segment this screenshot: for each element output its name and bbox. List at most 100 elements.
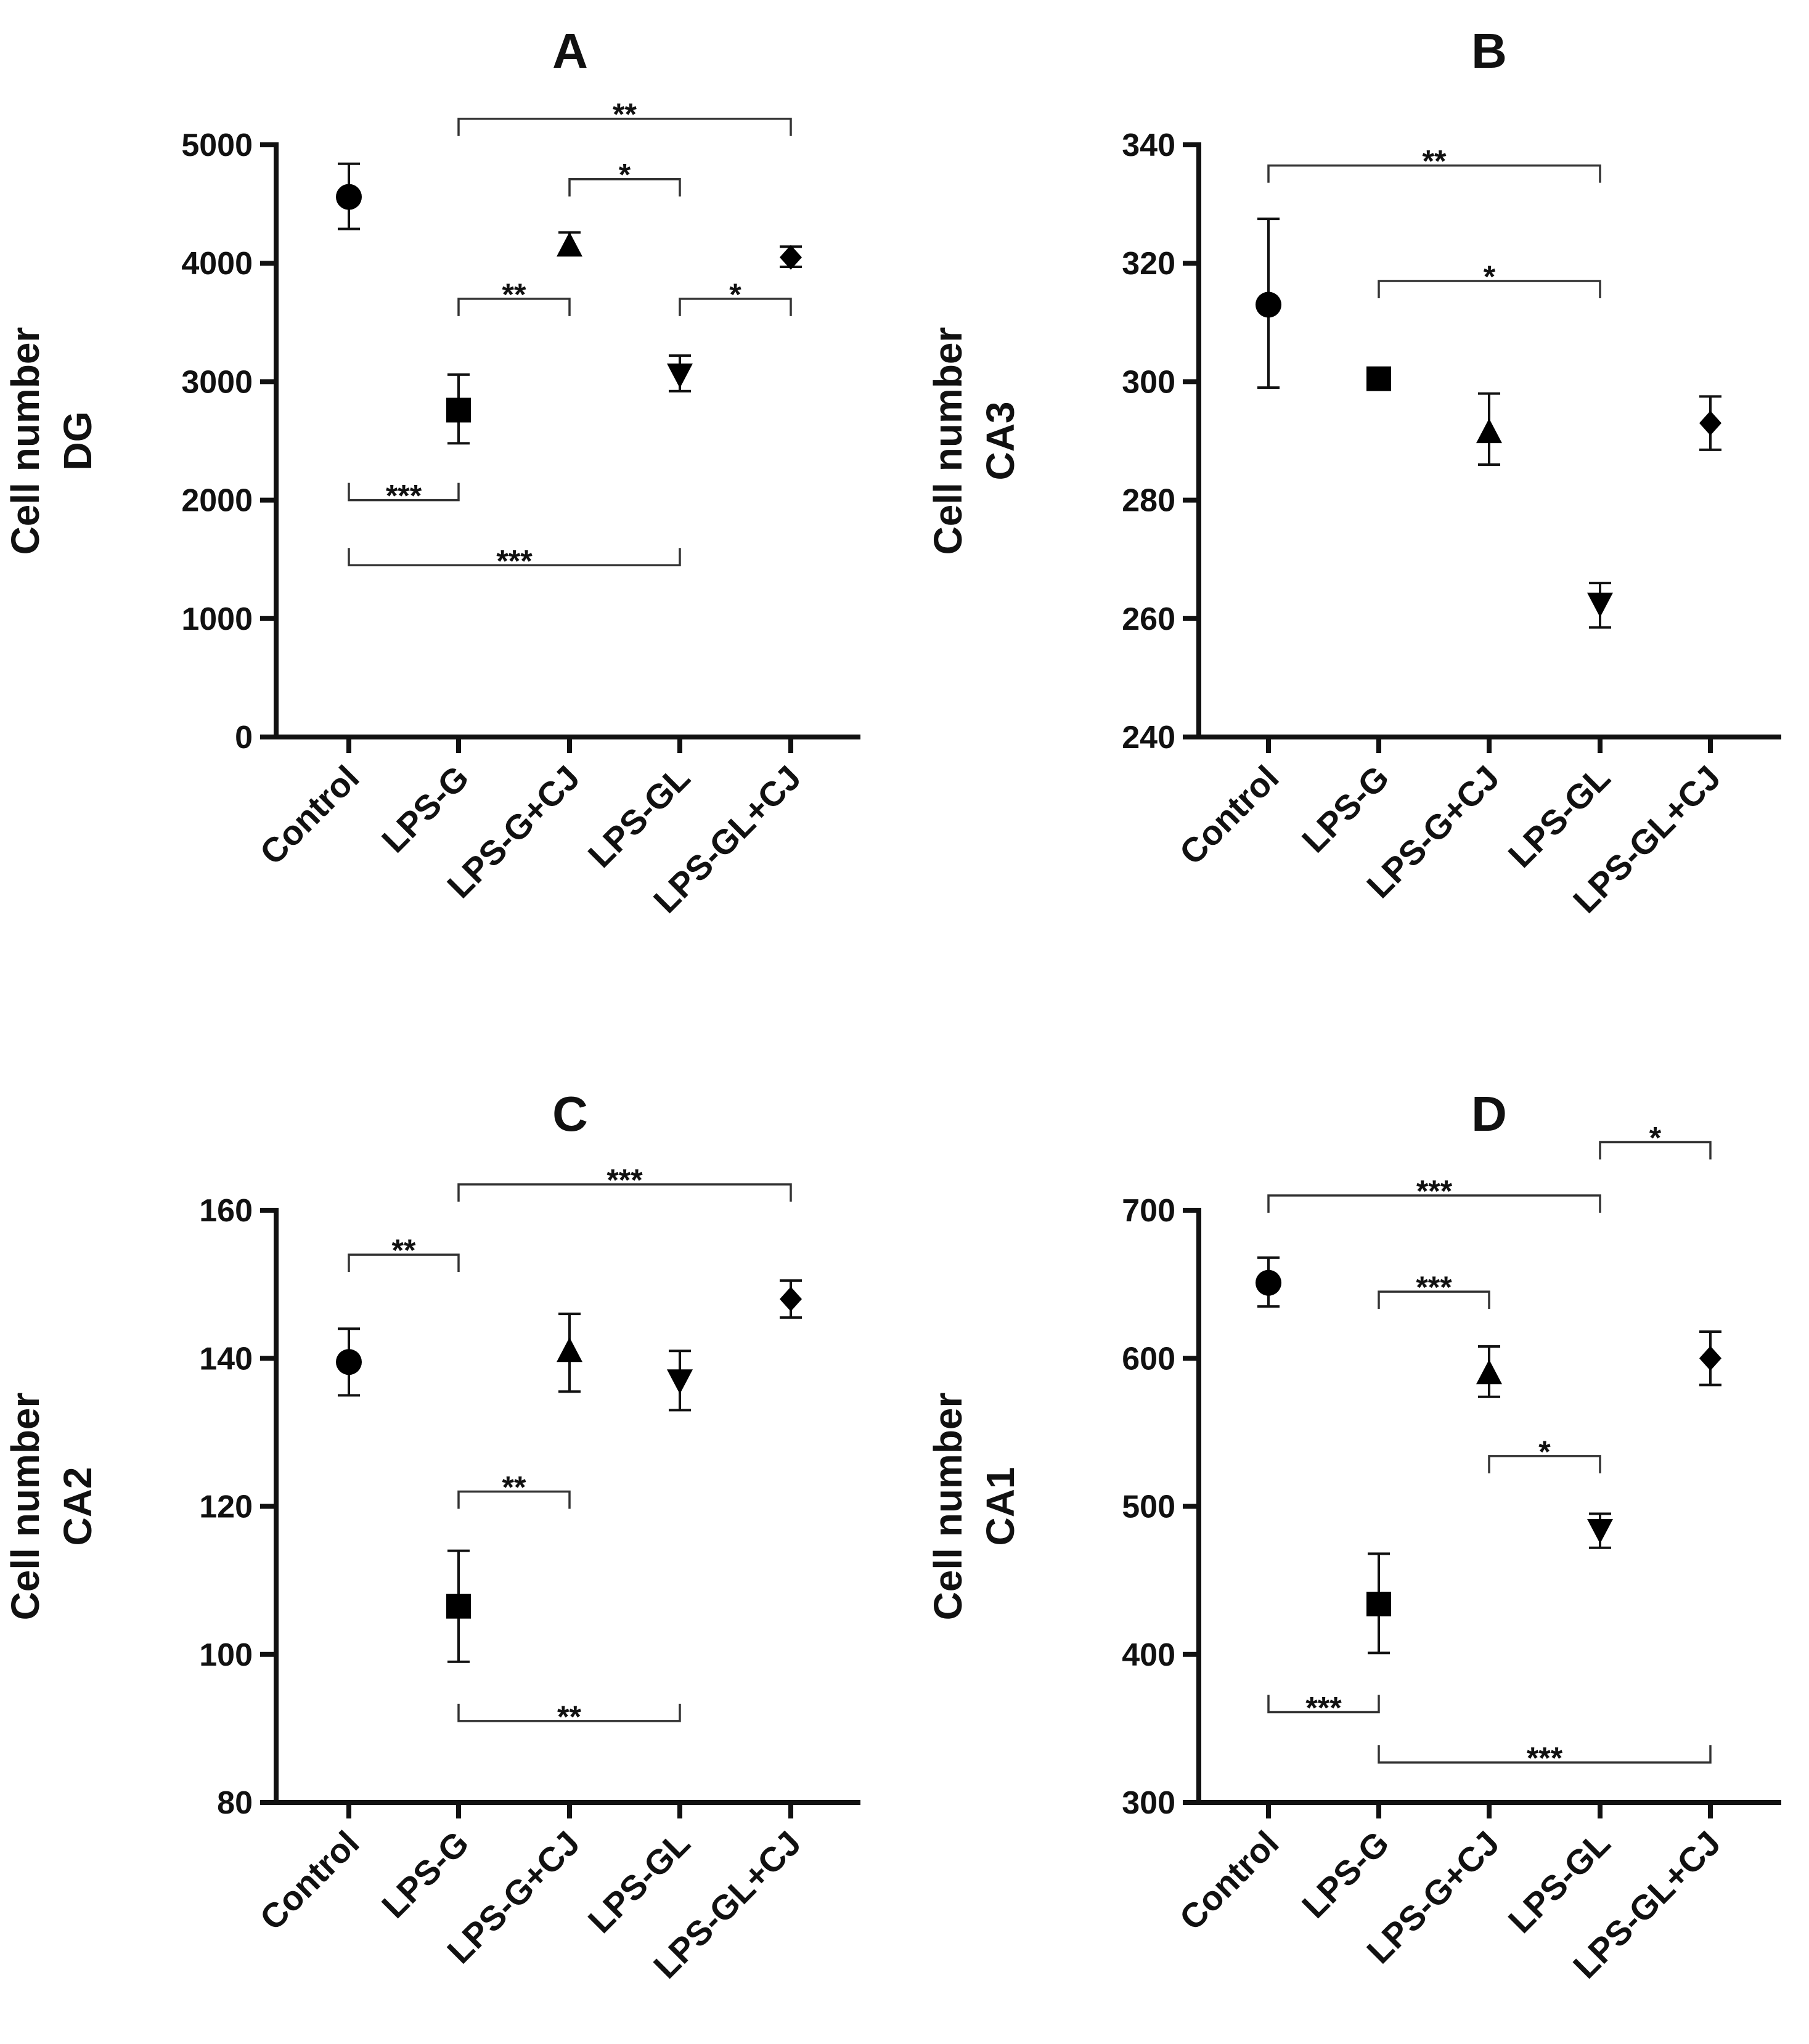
data-point-lps-gl xyxy=(1587,582,1613,629)
bracket-line xyxy=(457,1183,792,1202)
panel-title: A xyxy=(552,23,588,78)
significance-bracket: *** xyxy=(348,544,681,578)
marker-diamond xyxy=(780,245,802,270)
significance-label: *** xyxy=(496,544,533,578)
marker-triangle-down xyxy=(667,1369,693,1395)
marker-triangle-down xyxy=(667,363,693,388)
panel-title: C xyxy=(552,1086,588,1141)
bracket-line xyxy=(1378,280,1601,299)
panel-title: D xyxy=(1471,1086,1507,1141)
bracket-line xyxy=(457,298,571,316)
y-tick-label: 5000 xyxy=(181,128,253,163)
bracket-line xyxy=(1599,1141,1712,1160)
significance-label: *** xyxy=(1416,1270,1452,1305)
x-tick-label: Control xyxy=(1172,1823,1286,1937)
significance-label: *** xyxy=(386,479,422,513)
significance-label: ** xyxy=(502,277,526,312)
significance-label: * xyxy=(1484,259,1496,294)
significance-bracket: *** xyxy=(1267,1174,1601,1213)
marker-triangle-up xyxy=(557,232,582,257)
data-point-lps-gl xyxy=(1587,1512,1613,1549)
bracket-line xyxy=(568,177,681,197)
significance-bracket: * xyxy=(1378,259,1601,299)
significance-bracket: ** xyxy=(457,1700,681,1734)
bracket-line xyxy=(1378,1290,1490,1309)
x-tick-label: LPS-G xyxy=(1294,1823,1397,1926)
y-tick-label: 100 xyxy=(199,1637,253,1673)
marker-triangle-up xyxy=(1476,1359,1502,1385)
data-point-lps-g-cj xyxy=(557,231,582,257)
y-tick-label: 340 xyxy=(1122,128,1175,163)
y-axis-title: Cell number xyxy=(926,1393,970,1621)
data-point-lps-g xyxy=(446,373,471,445)
data-point-lps-gl-cj xyxy=(780,1279,802,1319)
significance-label: ** xyxy=(392,1233,416,1268)
significance-bracket: ** xyxy=(1267,144,1601,183)
y-tick-label: 1000 xyxy=(181,601,253,637)
marker-circle xyxy=(336,184,362,210)
bracket-line xyxy=(348,482,460,502)
y-tick-label: 80 xyxy=(217,1785,253,1821)
marker-circle xyxy=(336,1349,362,1375)
significance-label: *** xyxy=(1416,1174,1453,1208)
significance-label: *** xyxy=(1305,1690,1342,1725)
y-tick-label: 400 xyxy=(1122,1637,1175,1673)
data-point-lps-g xyxy=(1366,366,1391,391)
significance-bracket: ** xyxy=(348,1233,460,1272)
marker-square xyxy=(446,397,471,423)
data-point-control xyxy=(336,162,362,230)
bracket-line xyxy=(1378,1745,1712,1764)
x-tick-label: LPS-GL xyxy=(1501,758,1618,875)
y-tick-label: 0 xyxy=(235,720,253,755)
marker-square xyxy=(1366,366,1391,391)
bracket-line xyxy=(1267,164,1601,183)
y-tick-label: 700 xyxy=(1122,1193,1175,1229)
bracket-line xyxy=(457,1703,681,1722)
marker-square xyxy=(446,1594,471,1619)
marker-triangle-up xyxy=(557,1337,582,1362)
marker-diamond xyxy=(1699,1346,1721,1371)
panel-a: A 0 1000 2000 3000 4000 5000 Cell number DG Contr… xyxy=(3,23,860,920)
data-point-control xyxy=(336,1327,362,1397)
x-tick-label: Control xyxy=(1172,758,1286,872)
significance-bracket: ** xyxy=(457,277,571,316)
bracket-line xyxy=(457,117,792,136)
data-point-lps-gl xyxy=(667,354,693,393)
y-tick-label: 280 xyxy=(1122,483,1175,519)
significance-label: * xyxy=(729,277,741,312)
significance-label: ** xyxy=(613,97,637,132)
marker-square xyxy=(1366,1592,1391,1617)
data-point-lps-g xyxy=(446,1549,471,1663)
y-axis-title: Cell number xyxy=(3,1393,47,1621)
x-tick-label: Control xyxy=(252,758,366,872)
significance-bracket: *** xyxy=(457,1163,792,1202)
marker-triangle-up xyxy=(1476,418,1502,444)
y-tick-label: 160 xyxy=(199,1193,253,1229)
y-axis-subtitle: DG xyxy=(55,412,100,471)
data-point-lps-gl-cj xyxy=(1699,1330,1721,1386)
significance-bracket: *** xyxy=(1267,1690,1380,1725)
data-point-lps-g-cj xyxy=(1476,1345,1502,1398)
data-point-lps-gl-cj xyxy=(780,245,802,270)
panel-title: B xyxy=(1471,23,1507,78)
bracket-line xyxy=(1488,1455,1601,1473)
marker-diamond xyxy=(780,1287,802,1312)
marker-circle xyxy=(1256,291,1281,318)
x-tick-label: LPS-G xyxy=(374,1823,476,1926)
y-axis-subtitle: CA3 xyxy=(978,401,1023,480)
data-point-lps-g-cj xyxy=(557,1313,582,1393)
x-tick-label: LPS-GL xyxy=(581,1823,698,1940)
bracket-line xyxy=(679,298,792,316)
bracket-line xyxy=(348,1253,460,1272)
data-point-lps-g-cj xyxy=(1476,392,1502,466)
y-axis-subtitle: CA2 xyxy=(55,1467,100,1545)
significance-bracket: *** xyxy=(1378,1270,1490,1309)
y-axis-subtitle: CA1 xyxy=(978,1467,1023,1545)
data-point-control xyxy=(1256,218,1281,389)
data-point-control xyxy=(1256,1256,1281,1308)
significance-bracket: *** xyxy=(1378,1741,1712,1775)
x-tick-label: Control xyxy=(252,1823,366,1937)
significance-label: ** xyxy=(557,1700,581,1734)
